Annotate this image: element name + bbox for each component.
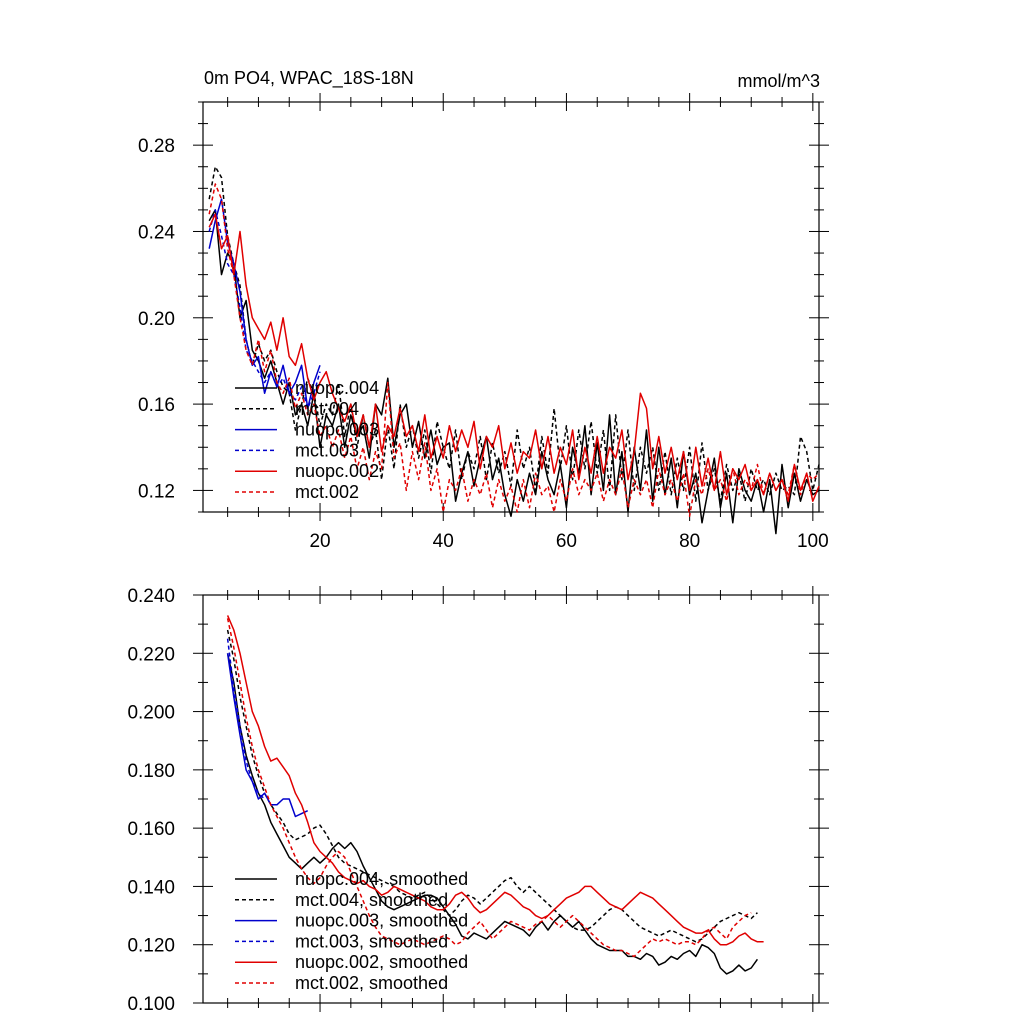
x-tick-label-0-20: 20: [309, 531, 330, 552]
x-tick-label-0-60: 60: [556, 531, 577, 552]
top-panel-units: mmol/m^3: [738, 71, 820, 91]
legend-label-0-0: nuopc.004: [295, 378, 379, 398]
series-line-0-4: [208, 213, 820, 502]
series-line-1-3: [226, 638, 266, 800]
y-tick-label-0-0: 0.12: [138, 481, 175, 502]
x-tick-label-0-80: 80: [679, 531, 700, 552]
legend-label-1-3: mct.003, smoothed: [295, 931, 448, 951]
series-line-1-2: [226, 653, 309, 818]
y-tick-label-0-4: 0.28: [138, 136, 175, 157]
y-tick-label-0-1: 0.16: [138, 395, 175, 416]
y-tick-label-1-5: 0.200: [127, 703, 175, 724]
x-tick-label-0-100: 100: [797, 531, 829, 552]
legend-label-1-2: nuopc.003, smoothed: [295, 911, 468, 931]
legend-label-1-0: nuopc.004, smoothed: [295, 869, 468, 889]
legend-label-0-1: mct.004: [295, 399, 359, 419]
legend-label-0-5: mct.002: [295, 482, 359, 502]
series-line-0-3: [208, 209, 321, 410]
y-tick-label-0-2: 0.20: [138, 309, 175, 330]
legend-label-0-4: nuopc.002: [295, 461, 379, 481]
y-tick-label-1-6: 0.220: [127, 644, 175, 665]
legend-label-1-4: nuopc.002, smoothed: [295, 952, 468, 972]
legend-label-1-1: mct.004, smoothed: [295, 890, 448, 910]
legend-label-0-2: nuopc.003: [295, 420, 379, 440]
y-tick-label-1-1: 0.120: [127, 936, 175, 957]
series-line-1-5: [226, 618, 752, 958]
y-tick-label-1-3: 0.160: [127, 819, 175, 840]
x-tick-label-0-40: 40: [433, 531, 454, 552]
series-line-0-2: [208, 198, 321, 410]
y-tick-label-1-0: 0.100: [127, 994, 175, 1015]
y-tick-label-1-7: 0.240: [127, 586, 175, 607]
bottom-panel: 0.100 0.120 0.140 0.160 0.180 0.200 0.220 0.240…: [127, 586, 829, 1015]
y-tick-label-1-2: 0.140: [127, 877, 175, 898]
series-line-1-0: [226, 653, 759, 975]
top-panel: 0m PO4, WPAC_18S-18N mmol/m^3 20 40 60 80 10…: [138, 68, 829, 552]
y-tick-label-1-4: 0.180: [127, 761, 175, 782]
legend-label-0-3: mct.003: [295, 440, 359, 460]
legend-label-1-5: mct.002, smoothed: [295, 973, 448, 993]
top-panel-title: 0m PO4, WPAC_18S-18N: [204, 68, 414, 89]
series-line-0-5: [208, 183, 820, 518]
series-line-1-4: [226, 615, 764, 946]
y-tick-label-0-3: 0.24: [138, 222, 175, 243]
series-line-1-1: [226, 629, 758, 943]
